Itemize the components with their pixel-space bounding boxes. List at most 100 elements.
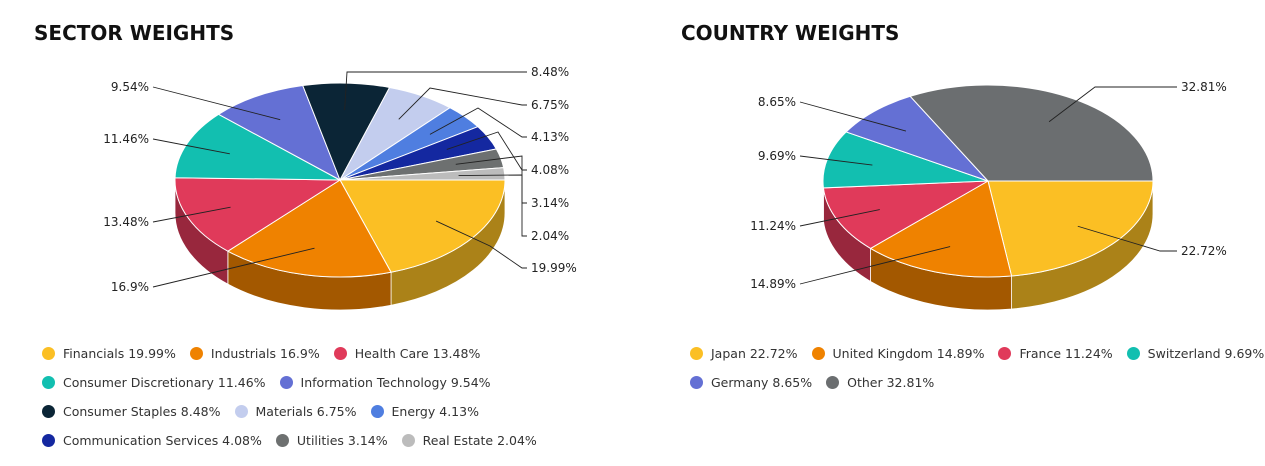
country-pie-chart: 22.72% 14.89% 11.24% 9.69% 8.65% 32.81% [750,80,1227,311]
country-label-japan: 22.72% [1181,244,1227,258]
sector-legend-item-materials[interactable]: Materials 6.75% [234,402,357,422]
country-legend-item-switzerland[interactable]: Switzerland 9.69% [1126,344,1265,364]
country-label-other: 32.81% [1181,80,1227,94]
country-legend-label-other: Other 32.81% [847,375,935,390]
country-slice-switzerland[interactable] [822,131,989,189]
country-label-france: 11.24% [750,219,796,233]
country-legend-item-france[interactable]: France 11.24% [998,344,1113,364]
country-label-switzerland: 9.69% [758,149,796,163]
sector-legend-label-energy: Energy 4.13% [391,404,479,419]
country-legend-label-germany: Germany 8.65% [711,375,813,390]
sector-legend-item-real-estate[interactable]: Real Estate 2.04% [401,431,537,451]
sector-leader-real-estate [458,174,527,237]
sector-leader-consumer-discretionary [152,138,230,155]
sector-legend-label-consumer-discretionary: Consumer Discretionary 11.46% [63,375,266,390]
sector-legend-swatch-consumer-staples [42,405,55,418]
country-legend-swatch-germany [690,376,703,389]
sector-legend-swatch-health-care [333,347,347,360]
country-leader-germany [799,101,907,132]
sector-slice-information-technology[interactable] [217,84,341,182]
sector-legend-swatch-information-technology [279,376,293,389]
country-slice-france[interactable] [822,180,989,249]
sector-weights-title: SECTOR WEIGHTS [34,21,235,45]
sector-legend-item-consumer-discretionary[interactable]: Consumer Discretionary 11.46% [42,373,266,393]
sector-weights-panel: SECTOR WEIGHTS 19.99% 16.9% 13.48% 11.46% 9.… [34,21,577,451]
country-legend-row: Japan 22.72% United Kingdom 14.89% France … [690,344,1265,364]
sector-legend-swatch-utilities [275,434,289,447]
sector-legend-row: Communication Services 4.08% Utilities 3.… [42,431,551,451]
sector-legend-item-information-technology[interactable]: Information Technology 9.54% [279,373,491,393]
sector-legend-swatch-energy [370,405,384,418]
country-legend-label-united-kingdom: United Kingdom 14.89% [832,346,985,361]
sector-legend-item-utilities[interactable]: Utilities 3.14% [275,431,388,451]
sector-pie-chart: 19.99% 16.9% 13.48% 11.46% 9.54% 8.48% 6.75% 4.… [103,65,577,311]
country-weights-panel: COUNTRY WEIGHTS 22.72% 14.89% 11.24% 9.69% 8… [640,0,1265,466]
country-label-united-kingdom: 14.89% [750,277,796,291]
country-leader-united-kingdom [799,246,951,285]
country-legend-label-france: France 11.24% [1019,346,1113,361]
sector-slice-financials[interactable] [339,179,506,273]
country-slice-other[interactable] [909,84,1154,182]
sector-slice-health-care[interactable] [174,177,342,252]
sector-slice-consumer-discretionary[interactable] [174,113,341,181]
country-legend-swatch-other [826,376,840,389]
sector-leader-energy [429,107,527,138]
sector-leader-health-care [152,206,231,223]
sector-label-utilities: 3.14% [531,196,569,210]
sector-legend-swatch-real-estate [401,434,415,447]
country-legend-item-united-kingdom[interactable]: United Kingdom 14.89% [811,344,985,364]
sector-label-information-technology: 9.54% [111,80,149,94]
country-legend-label-japan: Japan 22.72% [711,346,798,361]
sector-leader-information-technology [152,86,281,121]
country-legend-swatch-france [998,347,1012,360]
sector-leader-financials [435,220,527,269]
country-leader-japan [1077,225,1177,252]
sector-legend-item-communication-services[interactable]: Communication Services 4.08% [42,431,262,451]
sector-legend-label-industrials: Industrials 16.9% [210,346,320,361]
sector-legend-row: Financials 19.99% Industrials 16.9% Health… [42,344,494,364]
sector-legend-item-industrials[interactable]: Industrials 16.9% [189,344,320,364]
sector-legend-label-real-estate: Real Estate 2.04% [422,433,537,448]
sector-legend-row: Consumer Staples 8.48% Materials 6.75% Ene… [42,402,493,422]
sector-legend-label-financials: Financials 19.99% [63,346,176,361]
country-weights-title: COUNTRY WEIGHTS [681,21,900,45]
sector-slice-real-estate[interactable] [339,167,506,181]
sector-leader-consumer-staples [344,71,527,111]
country-slice-japan[interactable] [987,180,1154,277]
sector-legend-item-health-care[interactable]: Health Care 13.48% [333,344,480,364]
sector-label-consumer-staples: 8.48% [531,65,569,79]
sector-legend-row: Consumer Discretionary 11.46% Information… [42,373,505,393]
country-label-germany: 8.65% [758,95,796,109]
sector-legend-swatch-financials [42,347,55,360]
sector-label-materials: 6.75% [531,98,569,112]
sector-leader-industrials [152,247,315,288]
sector-legend-item-energy[interactable]: Energy 4.13% [370,402,479,422]
country-legend-item-other[interactable]: Other 32.81% [826,373,934,393]
sector-label-financials: 19.99% [531,261,577,275]
country-leader-france [799,209,880,227]
sector-label-consumer-discretionary: 11.46% [103,132,149,146]
sector-leader-materials [398,87,527,120]
sector-legend-swatch-industrials [189,347,203,360]
sector-legend-label-consumer-staples: Consumer Staples 8.48% [63,404,221,419]
sector-legend-swatch-materials [234,405,248,418]
sector-legend-item-consumer-staples[interactable]: Consumer Staples 8.48% [42,402,221,422]
country-slice-united-kingdom[interactable] [869,180,1013,278]
country-legend-item-japan[interactable]: Japan 22.72% [690,344,798,364]
sector-legend-label-materials: Materials 6.75% [255,404,357,419]
country-legend-swatch-switzerland [1126,347,1140,360]
country-leader-switzerland [799,155,873,166]
sector-legend-swatch-consumer-discretionary [42,376,55,389]
country-legend-label-switzerland: Switzerland 9.69% [1147,346,1265,361]
sector-slice-industrials[interactable] [226,179,392,278]
sector-leader-communication-services [446,131,527,171]
country-legend-swatch-united-kingdom [811,347,825,360]
sector-label-real-estate: 2.04% [531,229,569,243]
sector-label-health-care: 13.48% [103,215,149,229]
sector-legend-item-financials[interactable]: Financials 19.99% [42,344,176,364]
sector-label-energy: 4.13% [531,130,569,144]
sector-legend-swatch-communication-services [42,434,55,447]
country-legend-item-germany[interactable]: Germany 8.65% [690,373,812,393]
country-slice-germany[interactable] [845,95,989,182]
sector-legend-label-utilities: Utilities 3.14% [296,433,388,448]
